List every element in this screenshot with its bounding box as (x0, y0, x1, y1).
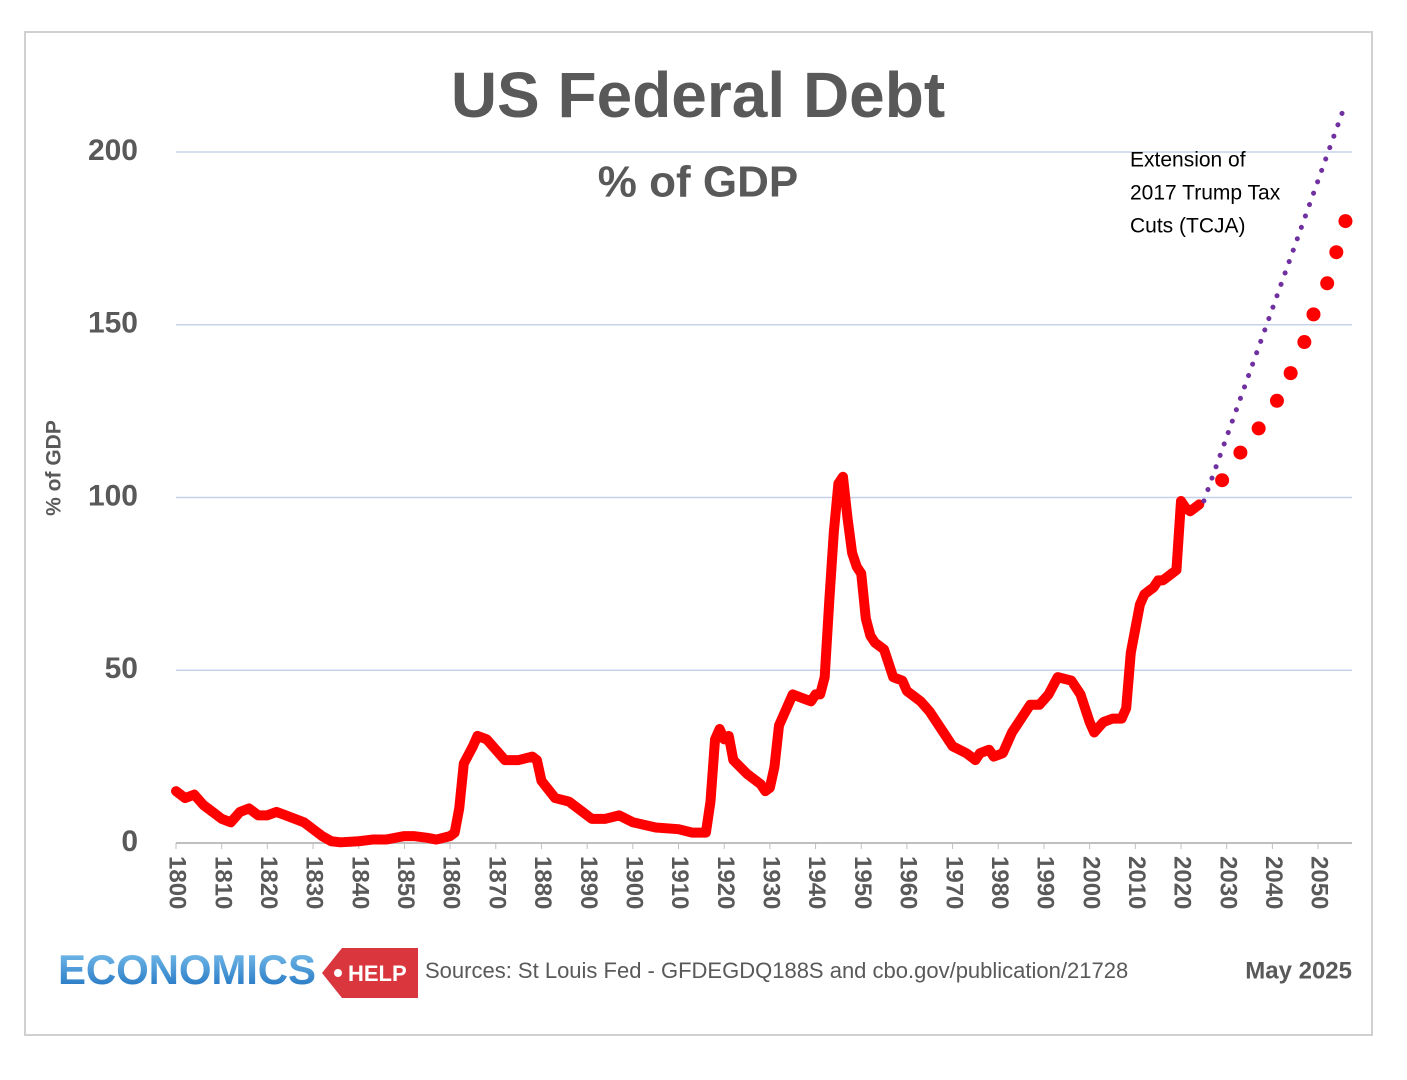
x-tick-label: 2010 (1123, 856, 1150, 909)
annotation: Cuts (TCJA) (1130, 215, 1246, 238)
logo-tag-text: HELP (348, 961, 407, 986)
annotation: 2017 Trump Tax (1130, 182, 1281, 205)
x-tick-label: 2000 (1077, 856, 1104, 909)
x-tick-label: 1800 (164, 856, 191, 909)
x-tick-label: 1900 (620, 856, 647, 909)
x-tick-label: 1890 (575, 856, 602, 909)
projection-dot (1320, 276, 1335, 291)
x-tick-label: 2050 (1306, 856, 1333, 909)
chart-title: US Federal Debt (451, 59, 945, 131)
projection-dot (1269, 393, 1284, 408)
source: Sources: St Louis Fed - GFDEGDQ188S and … (425, 958, 1128, 983)
projection-dot (1297, 335, 1312, 350)
projection-dot (1329, 245, 1344, 260)
projection-dot (1338, 214, 1353, 229)
y-tick-label: 0 (121, 825, 138, 858)
x-tick-label: 2020 (1169, 856, 1196, 909)
y-tick-label: 200 (88, 134, 138, 167)
projection-dot (1215, 473, 1230, 488)
x-tick-label: 1830 (301, 856, 328, 909)
x-tick-label: 1990 (1032, 856, 1059, 909)
chart-subtitle: % of GDP (598, 158, 798, 207)
x-tick-label: 1810 (209, 856, 236, 909)
projection-dot (1306, 307, 1321, 322)
x-tick-label: 2040 (1260, 856, 1287, 909)
y-tick-label: 50 (105, 652, 138, 685)
x-tick-label: 1980 (986, 856, 1013, 909)
frame (24, 31, 1373, 1036)
projection-dot (1251, 421, 1266, 436)
x-tick-label: 1840 (346, 856, 373, 909)
annotation: Extension of (1130, 149, 1246, 172)
x-tick-label: 1950 (849, 856, 876, 909)
x-tick-label: 1880 (529, 856, 556, 909)
x-tick-label: 2030 (1214, 856, 1241, 909)
x-tick-label: 1940 (803, 856, 830, 909)
x-tick-label: 1860 (438, 856, 465, 909)
logo-tag (322, 948, 418, 998)
projection-dot (1283, 366, 1298, 381)
x-tick-label: 1970 (940, 856, 967, 909)
x-tick-label: 1920 (712, 856, 739, 909)
x-tick-label: 1960 (895, 856, 922, 909)
debt-line (171, 471, 1205, 848)
x-tick-label: 1910 (666, 856, 693, 909)
x-tick-label: 1930 (758, 856, 785, 909)
y-tick-label: 150 (88, 307, 138, 340)
logo-hole (334, 969, 342, 977)
x-tick-label: 1820 (255, 856, 282, 909)
y-axis-label: % of GDP (43, 420, 66, 516)
projection-line (1201, 101, 1348, 504)
date: May 2025 (1245, 957, 1352, 984)
projection-dot (1233, 445, 1248, 460)
x-tick-label: 1870 (483, 856, 510, 909)
logo-text: ECONOMICS (58, 946, 316, 993)
y-tick-label: 100 (88, 479, 138, 512)
x-tick-label: 1850 (392, 856, 419, 909)
